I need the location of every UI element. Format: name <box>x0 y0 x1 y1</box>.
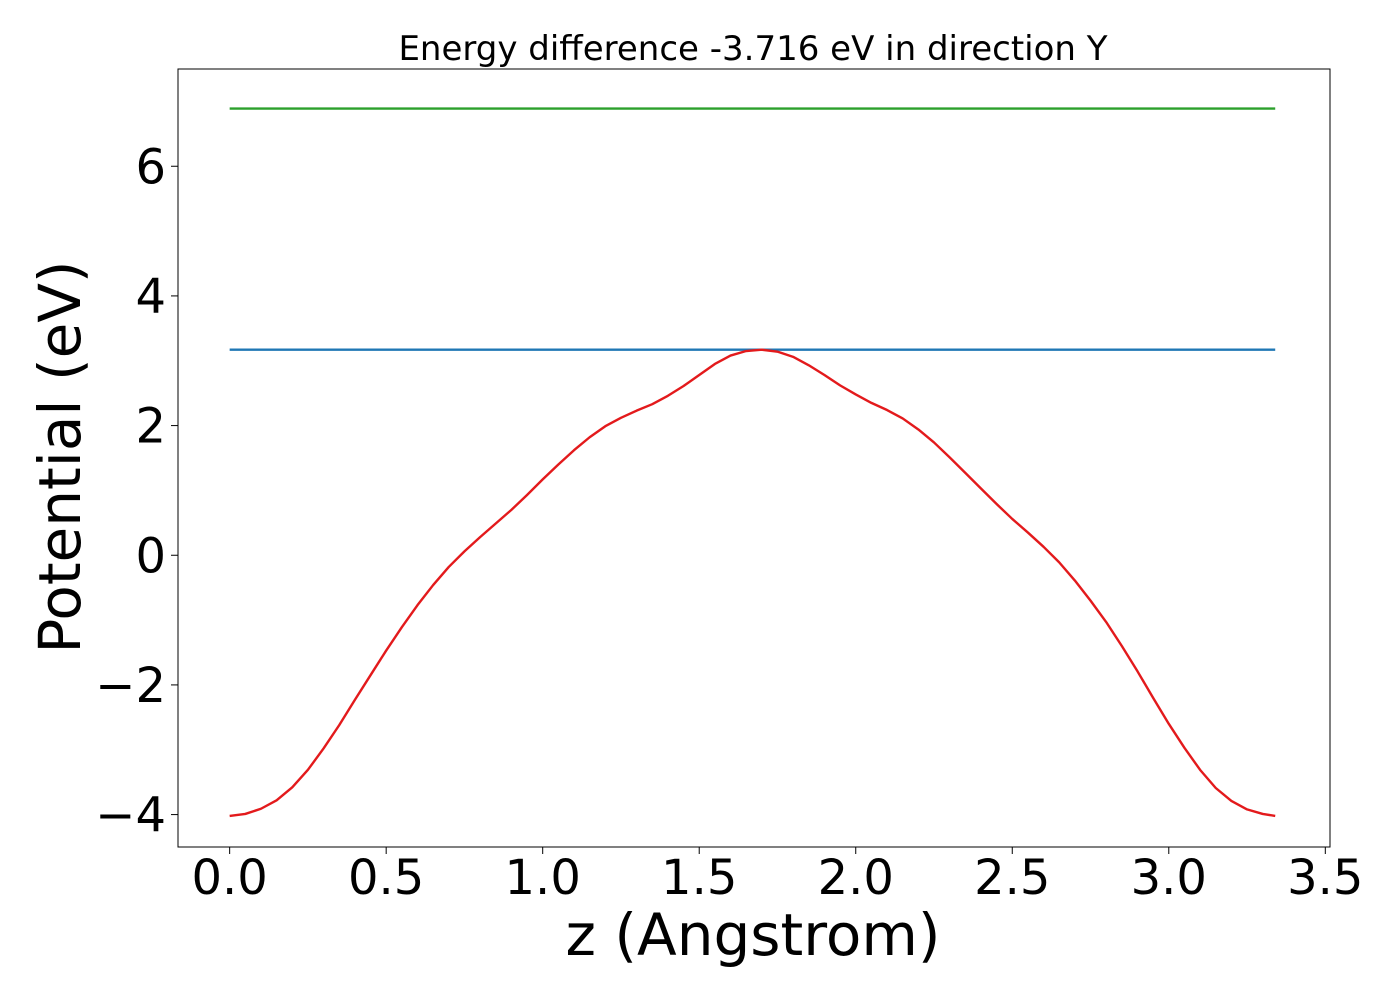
x-tick-label: 0.0 <box>191 850 267 906</box>
y-tick-label: 4 <box>135 269 166 325</box>
y-tick-label: 6 <box>135 139 166 195</box>
y-tick-label: 0 <box>135 528 166 584</box>
x-tick-label: 1.5 <box>661 850 737 906</box>
plot-frame <box>177 68 1331 848</box>
x-tick-label: 2.0 <box>818 850 894 906</box>
chart-title: Energy difference -3.716 eV in direction… <box>398 29 1107 69</box>
y-axis-label: Potential (eV) <box>26 260 94 653</box>
x-tick-label: 2.5 <box>974 850 1050 906</box>
x-tick-label: 3.5 <box>1287 850 1363 906</box>
x-tick-label: 3.0 <box>1131 850 1207 906</box>
x-axis-label: z (Angstrom) <box>566 901 941 969</box>
y-tick-label: 2 <box>135 399 166 455</box>
y-tick-label: −4 <box>95 788 166 844</box>
y-axis: −4 −2 0 2 4 6 <box>95 139 178 844</box>
series-line-3 <box>229 348 1276 818</box>
x-tick-label: 1.0 <box>505 850 581 906</box>
series-layer <box>229 107 1276 818</box>
y-tick-label: −2 <box>95 658 166 714</box>
x-tick-label: 0.5 <box>348 850 424 906</box>
x-axis: 0.0 0.5 1.0 1.5 2.0 2.5 3.0 3.5 <box>191 847 1363 906</box>
